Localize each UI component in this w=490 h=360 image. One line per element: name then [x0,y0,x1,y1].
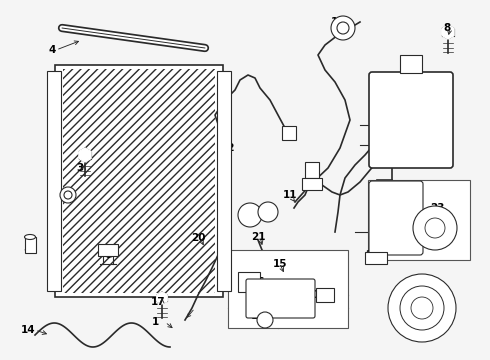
Bar [55,65,223,297]
Text: 5: 5 [24,243,31,253]
Bar [228,250,348,328]
Polygon shape [442,25,454,39]
Polygon shape [157,292,167,304]
Bar [47,71,61,291]
Circle shape [400,286,444,330]
FancyBboxPatch shape [369,72,453,168]
Ellipse shape [24,234,35,239]
FancyBboxPatch shape [369,181,423,255]
Bar [282,126,296,140]
Text: 22: 22 [390,243,404,253]
Text: 23: 23 [430,203,444,213]
Text: 18: 18 [313,290,327,300]
Bar [305,162,319,178]
Circle shape [60,187,76,203]
Bar [368,180,470,260]
Bar [25,237,36,253]
Text: 8: 8 [443,23,451,33]
Bar [316,288,334,302]
Bar [302,178,322,190]
Text: 13: 13 [241,205,255,215]
Text: 2: 2 [54,195,62,205]
Text: 14: 14 [21,325,35,335]
Text: 24: 24 [411,301,425,311]
Polygon shape [79,148,91,162]
Text: 21: 21 [251,232,265,242]
Circle shape [64,191,72,199]
Bar [365,252,387,264]
Bar [63,69,215,293]
Text: 1: 1 [151,317,159,327]
Circle shape [337,22,349,34]
Circle shape [413,206,457,250]
Circle shape [258,202,278,222]
Text: 12: 12 [221,143,235,153]
Bar [98,244,118,256]
FancyBboxPatch shape [246,279,315,318]
Text: 10: 10 [331,17,345,27]
Text: 9: 9 [306,167,314,177]
Circle shape [257,312,273,328]
Text: 20: 20 [191,233,205,243]
Text: 11: 11 [283,190,297,200]
Bar [217,71,231,291]
Bar [238,272,260,292]
Circle shape [238,203,262,227]
Circle shape [388,274,456,342]
Text: 7: 7 [386,125,393,135]
Bar [400,55,422,73]
Circle shape [411,297,433,319]
Circle shape [331,16,355,40]
Text: 6: 6 [104,250,112,260]
Circle shape [425,218,445,238]
Text: 25: 25 [365,250,379,260]
Text: 17: 17 [151,297,165,307]
Text: 3: 3 [76,163,84,173]
Text: 19: 19 [251,311,265,321]
Text: 15: 15 [273,259,287,269]
Text: 16: 16 [251,277,265,287]
Text: 4: 4 [49,45,56,55]
